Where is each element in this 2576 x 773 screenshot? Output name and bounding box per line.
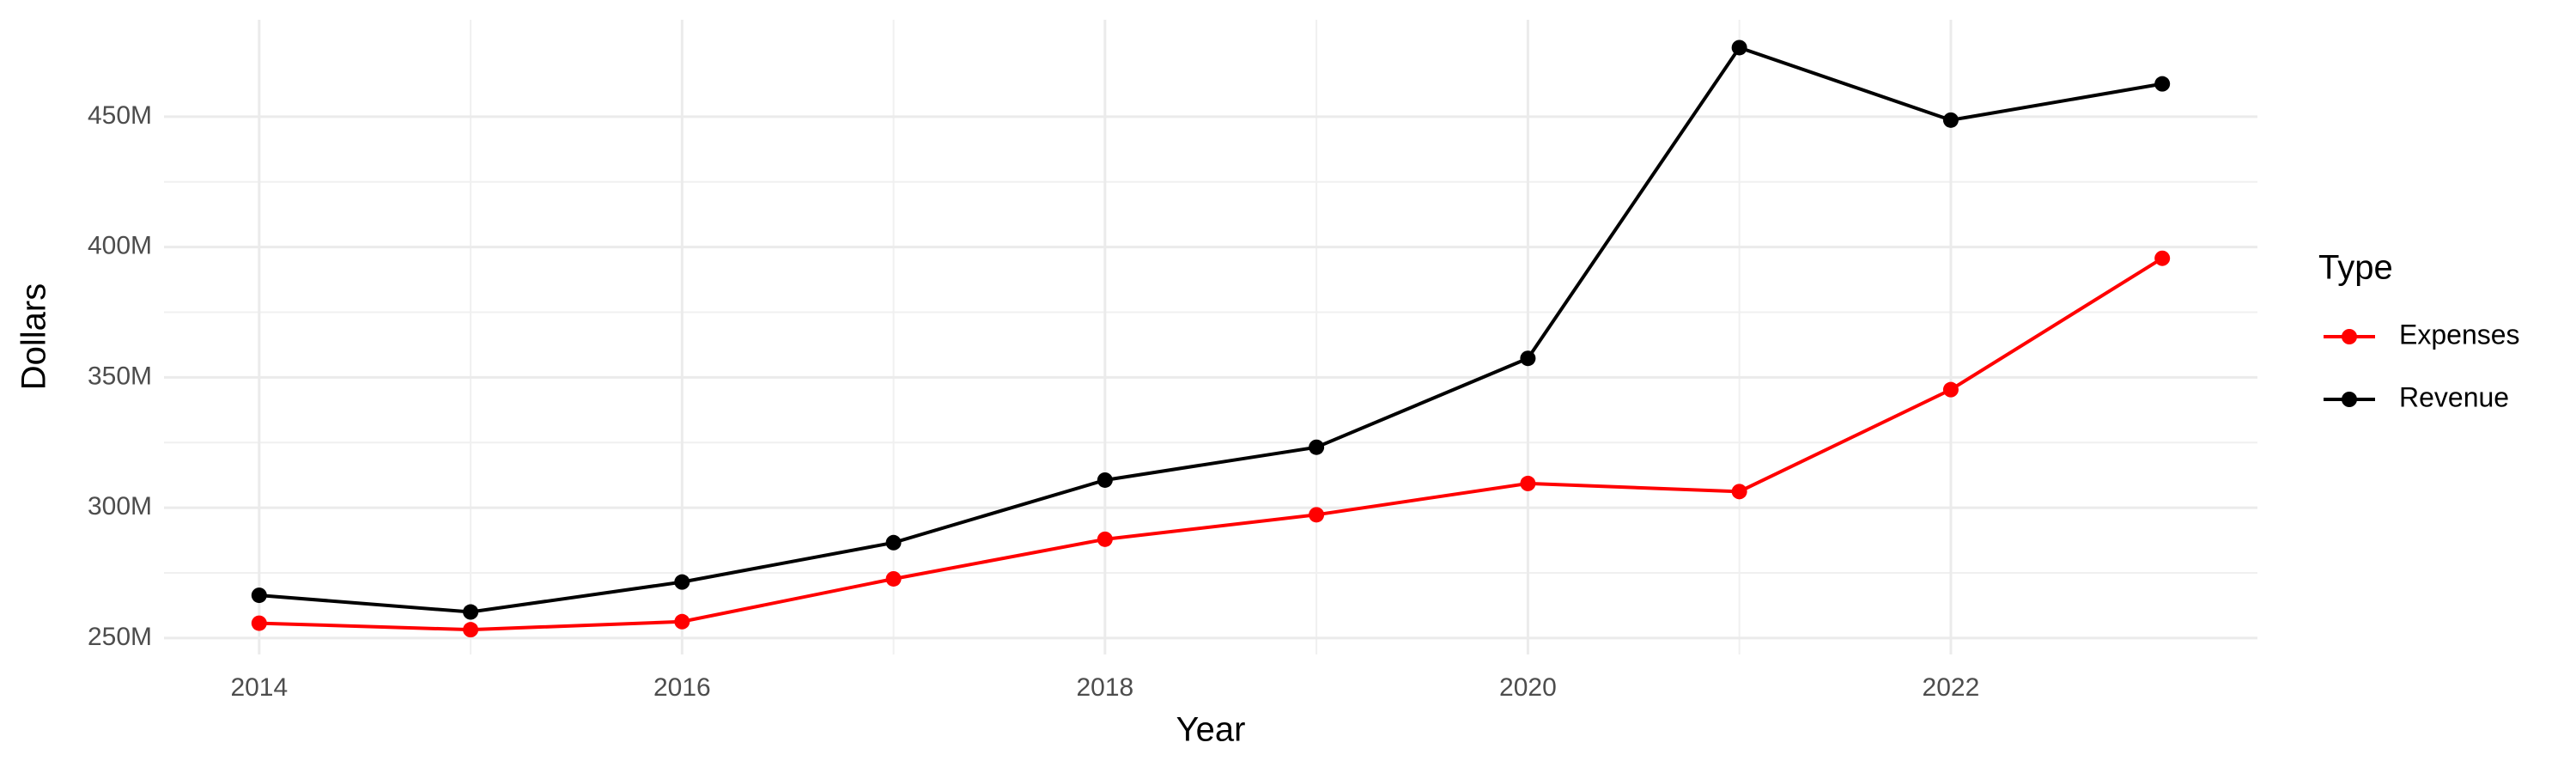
data-point: [251, 615, 267, 631]
data-point: [463, 622, 479, 638]
x-tick-label: 2018: [1076, 673, 1133, 702]
data-point: [674, 613, 690, 630]
x-tick-label: 2014: [230, 673, 288, 702]
y-tick-label: 450M: [88, 101, 152, 130]
data-point: [1520, 475, 1536, 491]
legend-key-point: [2342, 329, 2357, 344]
legend-label: Revenue: [2399, 381, 2509, 412]
legend-key-point: [2342, 392, 2357, 407]
data-point: [885, 570, 902, 587]
data-point: [1097, 531, 1113, 547]
data-point: [1942, 112, 1959, 128]
series-line: [258, 256, 2164, 632]
data-point: [1309, 439, 1325, 455]
data-point: [1731, 40, 1747, 56]
y-tick-label: 350M: [88, 362, 152, 390]
grid: [164, 20, 2257, 654]
legend-label: Expenses: [2399, 319, 2520, 350]
legend-title: Type: [2318, 249, 2393, 287]
series-line: [258, 46, 2163, 614]
x-tick-label: 2022: [1923, 673, 1980, 702]
data-point: [885, 534, 902, 551]
data-point: [463, 604, 479, 620]
data-point: [2154, 76, 2171, 92]
y-tick-label: 300M: [88, 492, 152, 520]
data-point: [1520, 350, 1536, 367]
data-point: [2154, 250, 2171, 266]
x-axis-title: Year: [1176, 711, 1246, 749]
y-axis-title: Dollars: [15, 283, 53, 390]
data-point: [1731, 484, 1747, 500]
y-tick-label: 250M: [88, 623, 152, 651]
data-point: [1309, 507, 1325, 523]
data-point: [1097, 472, 1113, 488]
data-point: [251, 587, 267, 604]
data-point: [674, 574, 690, 590]
x-tick-label: 2020: [1499, 673, 1557, 702]
x-tick-label: 2016: [653, 673, 711, 702]
y-tick-label: 400M: [88, 232, 152, 260]
data-point: [1942, 381, 1959, 398]
